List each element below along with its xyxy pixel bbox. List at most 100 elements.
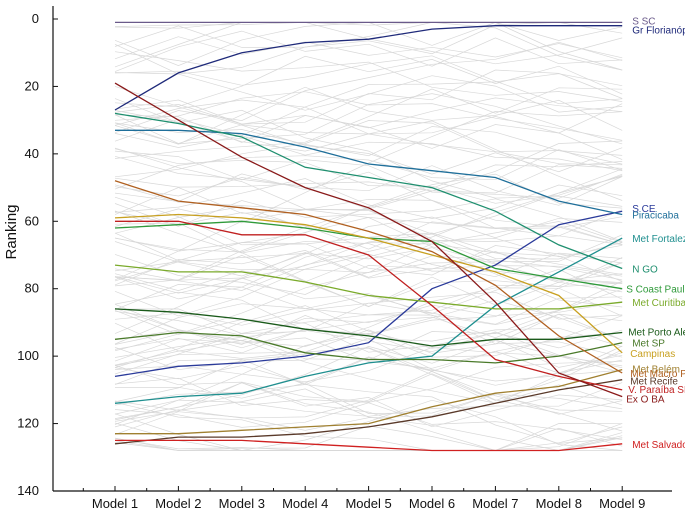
background-line bbox=[114, 69, 623, 125]
y-ticks: 0 20 40 60 80 100 120 140 bbox=[17, 11, 58, 498]
background-line bbox=[114, 337, 623, 374]
background-line bbox=[114, 148, 623, 204]
background-line bbox=[114, 277, 623, 334]
series-line bbox=[114, 112, 623, 270]
background-lines bbox=[114, 22, 623, 451]
background-line bbox=[114, 232, 623, 276]
y-axis-title: Ranking bbox=[3, 204, 20, 259]
series-label: S SC bbox=[632, 16, 655, 27]
y-tick-label: 0 bbox=[32, 11, 39, 26]
x-tick-label: Model 5 bbox=[345, 496, 391, 511]
background-line bbox=[114, 41, 623, 134]
series-line bbox=[115, 439, 623, 452]
background-line bbox=[114, 99, 623, 201]
background-line bbox=[114, 402, 623, 451]
background-line bbox=[114, 178, 623, 219]
series-label: N GO bbox=[632, 264, 658, 275]
series-label: Campinas bbox=[630, 349, 675, 360]
background-line bbox=[114, 340, 623, 421]
y-tick-label: 20 bbox=[25, 78, 39, 93]
background-line bbox=[114, 43, 623, 113]
background-line bbox=[114, 313, 623, 366]
background-line bbox=[114, 313, 623, 358]
series-line bbox=[115, 220, 623, 391]
background-line bbox=[114, 388, 623, 451]
background-line bbox=[114, 254, 623, 295]
background-line bbox=[114, 347, 623, 383]
series-label: Met SP bbox=[632, 339, 665, 350]
x-tick-label: Model 7 bbox=[472, 496, 518, 511]
background-line bbox=[114, 322, 623, 412]
series-line bbox=[114, 237, 623, 404]
background-line bbox=[114, 250, 623, 286]
background-line bbox=[114, 209, 623, 283]
series-line bbox=[114, 180, 623, 374]
series-label: S Coast Paulista bbox=[626, 285, 685, 296]
background-line bbox=[114, 133, 623, 172]
background-line bbox=[114, 164, 623, 194]
background-line bbox=[114, 22, 623, 75]
background-line bbox=[114, 382, 623, 451]
background-line bbox=[114, 332, 623, 415]
series-label: Met Salvador bbox=[632, 440, 685, 451]
background-line bbox=[114, 120, 623, 178]
series-line bbox=[114, 25, 623, 111]
x-tick-label: Model 9 bbox=[599, 496, 645, 511]
background-line bbox=[114, 360, 623, 407]
background-line bbox=[114, 365, 623, 414]
background-line bbox=[114, 30, 623, 72]
x-ticks: Model 1 Model 2 Model 3 Model 4 Model 5 Model… bbox=[82, 486, 645, 511]
background-line bbox=[114, 399, 623, 451]
series-line bbox=[114, 213, 623, 354]
series-label: Gr Florianópolis bbox=[632, 26, 685, 37]
series-label: Met Recife bbox=[630, 377, 678, 388]
background-line bbox=[114, 371, 623, 432]
background-line bbox=[114, 86, 623, 145]
background-line bbox=[114, 211, 623, 250]
background-line bbox=[114, 73, 623, 142]
background-line bbox=[114, 382, 623, 428]
series-line bbox=[114, 210, 623, 378]
background-line bbox=[114, 384, 623, 444]
x-tick-label: Model 1 bbox=[92, 496, 138, 511]
background-line bbox=[114, 22, 623, 41]
background-line bbox=[114, 36, 623, 60]
background-line bbox=[114, 114, 623, 160]
x-tick-label: Model 6 bbox=[409, 496, 455, 511]
series-label: V. Paraíba SP bbox=[628, 385, 685, 396]
background-line bbox=[114, 210, 623, 278]
series-lines bbox=[114, 21, 623, 452]
background-line bbox=[114, 282, 623, 345]
y-tick-label: 60 bbox=[25, 213, 39, 228]
series-line bbox=[115, 129, 623, 216]
background-line bbox=[114, 93, 623, 145]
y-tick-label: 140 bbox=[17, 483, 39, 498]
series-line bbox=[114, 82, 623, 398]
background-line bbox=[114, 340, 623, 406]
series-line bbox=[115, 368, 623, 435]
background-line bbox=[114, 247, 623, 308]
y-tick-label: 80 bbox=[25, 281, 39, 296]
background-line bbox=[114, 150, 623, 199]
series-line bbox=[114, 264, 623, 310]
background-line bbox=[114, 22, 623, 71]
y-tick-label: 40 bbox=[25, 146, 39, 161]
background-line bbox=[114, 413, 623, 451]
x-tick-label: Model 3 bbox=[219, 496, 265, 511]
series-label: Met Curitiba bbox=[632, 298, 685, 309]
background-line bbox=[114, 347, 623, 404]
background-line bbox=[114, 198, 623, 242]
series-line bbox=[114, 308, 623, 347]
background-line bbox=[114, 327, 623, 371]
series-label: Met Porto Alegre bbox=[628, 328, 685, 339]
series-label: Piracicaba bbox=[632, 211, 679, 222]
series-line bbox=[114, 331, 623, 364]
background-line bbox=[114, 140, 623, 210]
background-line bbox=[114, 51, 623, 102]
x-tick-label: Model 4 bbox=[282, 496, 328, 511]
background-line bbox=[114, 97, 623, 129]
background-line bbox=[114, 423, 623, 451]
x-tick-label: Model 8 bbox=[536, 496, 582, 511]
